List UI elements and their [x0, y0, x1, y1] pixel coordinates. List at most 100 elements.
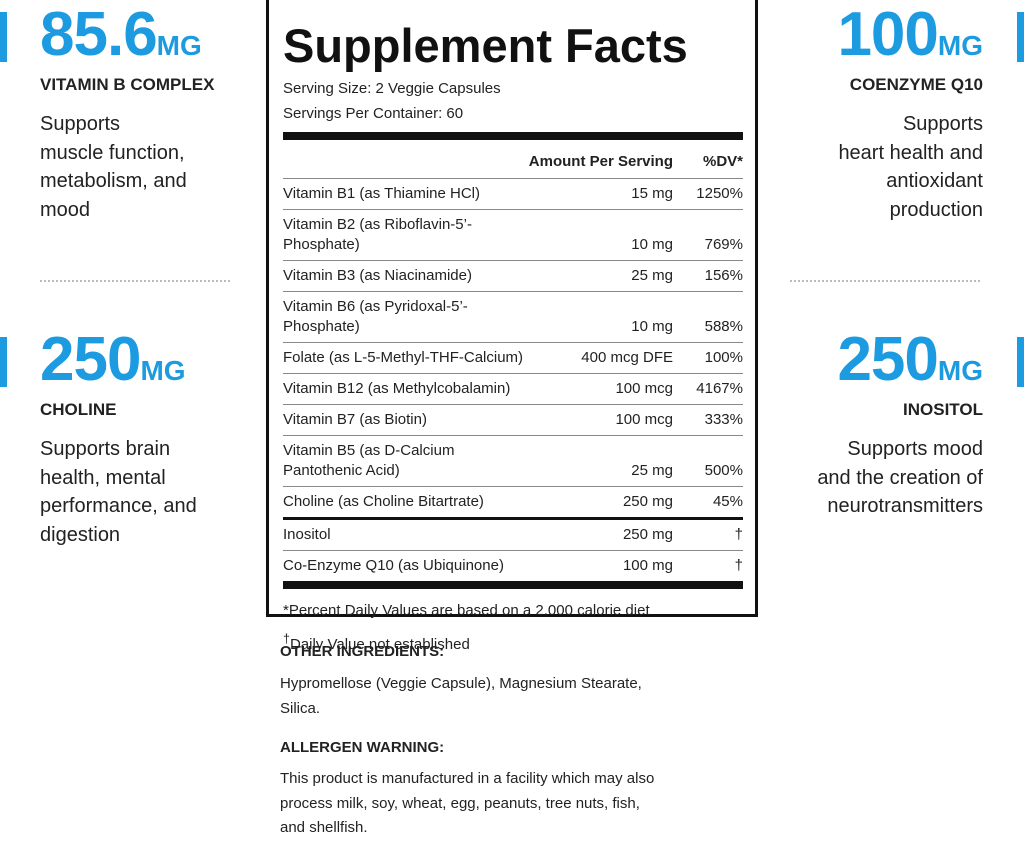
- facts-row: Vitamin B1 (as Thiamine HCl) 15 mg 1250%: [283, 179, 743, 210]
- description-line: Supports brain: [40, 438, 171, 460]
- accent-bar: [1017, 337, 1024, 387]
- nutrient-name: INOSITOL: [903, 400, 983, 419]
- text-line: Silica.: [280, 699, 321, 717]
- amount-value: 100: [837, 0, 938, 69]
- amount-unit: MG: [140, 355, 186, 386]
- amount: 400 mcg DFE: [581, 349, 673, 366]
- ingredient: Vitamin B6 (as Pyridoxal-5’-Phosphate): [283, 297, 543, 337]
- ingredient-line: Vitamin B2 (as Riboflavin-5’-Phosphate): [283, 216, 472, 253]
- description-line: performance, and: [40, 495, 197, 517]
- header-row: Amount Per Serving %DV*: [283, 140, 743, 179]
- description-line: Supports mood: [847, 438, 983, 460]
- ingredient: Co-Enzyme Q10 (as Ubiquinone): [283, 556, 543, 576]
- daily-value: 588%: [704, 318, 743, 335]
- ingredient-line: Vitamin B7 (as Biotin): [283, 411, 427, 428]
- ingredient-line: Folate (as L-5-Methyl-THF-Calcium): [283, 349, 524, 366]
- ingredient-line: Vitamin B3 (as Niacinamide): [283, 267, 472, 284]
- daily-value: 333%: [704, 411, 743, 428]
- amount: 25 mg: [631, 267, 673, 284]
- daily-value: 100%: [704, 349, 743, 366]
- panel-title: Supplement Facts: [283, 19, 688, 72]
- amount-value: 250: [837, 325, 938, 394]
- amount: 100 mcg: [615, 411, 673, 428]
- ingredient: Choline (as Choline Bitartrate): [283, 492, 543, 512]
- amount: 100MG: [837, 4, 983, 66]
- ingredient-line: Vitamin B5 (as D-Calcium: [283, 442, 455, 459]
- amount-unit: MG: [156, 30, 202, 61]
- servings-per-container: Servings Per Container: 60: [283, 105, 464, 122]
- text-line: Hypromellose (Veggie Capsule), Magnesium…: [280, 675, 642, 692]
- amount: 15 mg: [631, 185, 673, 202]
- ingredient: Vitamin B12 (as Methylcobalamin): [283, 379, 543, 399]
- description-line: mood: [40, 198, 91, 221]
- description-line: production: [889, 198, 983, 221]
- amount: 250MG: [837, 329, 983, 391]
- accent-bar: [0, 12, 7, 62]
- amount: 250 mg: [622, 493, 673, 510]
- description: Supports mood and the creation of neurotra…: [817, 435, 983, 521]
- description-line: heart health and: [838, 141, 983, 164]
- footnote: †Daily Value not established: [283, 621, 743, 655]
- description-line: antioxidant: [886, 170, 983, 192]
- facts-row: Vitamin B2 (as Riboflavin-5’-Phosphate) 1…: [283, 210, 743, 261]
- daily-value: 500%: [704, 462, 743, 479]
- nutrient-name: CHOLINE: [40, 400, 117, 419]
- amount-value: 250: [40, 325, 141, 394]
- facts-row: Vitamin B12 (as Methylcobalamin) 100 mcg 4…: [283, 374, 743, 405]
- text-line: and shellfish.: [280, 819, 368, 836]
- ingredient-line: Co-Enzyme Q10 (as Ubiquinone): [283, 557, 504, 574]
- daily-value: †: [734, 557, 743, 574]
- description-line: neurotransmitters: [827, 495, 983, 517]
- amount-unit: MG: [937, 355, 983, 386]
- footnote-text: Daily Value not established: [289, 636, 470, 653]
- facts-row: Vitamin B7 (as Biotin) 100 mcg 333%: [283, 405, 743, 436]
- description-line: and the creation of: [817, 466, 983, 489]
- ingredient: Inositol: [283, 525, 543, 545]
- amount-unit: MG: [937, 30, 983, 61]
- header: Amount Per Serving: [528, 153, 673, 170]
- nutrient-name: COENZYME Q10: [849, 75, 983, 94]
- daily-value: 769%: [704, 236, 743, 253]
- daily-value: 156%: [704, 267, 743, 284]
- facts-row: Vitamin B5 (as D-Calcium Pantothenic Acid…: [283, 436, 743, 487]
- footnote: *Percent Daily Values are based on a 2,0…: [283, 602, 650, 619]
- facts-row: Co-Enzyme Q10 (as Ubiquinone) 100 mg †: [283, 551, 743, 589]
- description-line: health, mental: [40, 466, 166, 489]
- amount: 85.6MG: [40, 4, 202, 66]
- serving-size: Serving Size: 2 Veggie Capsules: [283, 80, 501, 97]
- divider: [790, 280, 980, 282]
- text-line: process milk, soy, wheat, egg, peanuts, …: [280, 794, 640, 812]
- ingredient-line: Choline (as Choline Bitartrate): [283, 493, 484, 510]
- description-line: Supports: [902, 113, 983, 135]
- facts-row: Folate (as L-5-Methyl-THF-Calcium) 400 mc…: [283, 343, 743, 374]
- section-text: Hypromellose (Veggie Capsule), Magnesium…: [280, 672, 642, 721]
- ingredient-line: Pantothenic Acid): [283, 462, 400, 479]
- amount: 250 mg: [622, 526, 673, 543]
- accent-bar: [1017, 12, 1024, 62]
- description: Supports brain health, mental performance,…: [40, 435, 197, 549]
- description: Supports muscle function, metabolism, and m…: [40, 110, 187, 224]
- header: %DV*: [702, 153, 743, 170]
- ingredient: Vitamin B2 (as Riboflavin-5’-Phosphate): [283, 215, 543, 255]
- section-heading: ALLERGEN WARNING:: [280, 739, 445, 756]
- facts-row: Vitamin B3 (as Niacinamide) 25 mg 156%: [283, 261, 743, 292]
- daily-value: 45%: [712, 493, 743, 510]
- amount: 100 mg: [622, 557, 673, 574]
- ingredient-line: Vitamin B12 (as Methylcobalamin): [283, 380, 511, 397]
- amount: 10 mg: [631, 318, 673, 335]
- daily-value: 4167%: [696, 380, 743, 397]
- ingredient-line: Vitamin B1 (as Thiamine HCl): [283, 185, 481, 202]
- amount: 10 mg: [631, 236, 673, 253]
- section-heading: OTHER INGREDIENTS:: [280, 643, 445, 660]
- ingredient: Vitamin B5 (as D-Calcium Pantothenic Acid…: [283, 441, 543, 481]
- description-line: muscle function,: [40, 141, 185, 164]
- amount-value: 85.6: [40, 0, 158, 69]
- daily-value: 1250%: [696, 185, 743, 202]
- description: Supports heart health and antioxidant produ…: [838, 110, 983, 224]
- divider: [40, 280, 230, 282]
- daily-value: †: [734, 526, 743, 543]
- description-line: digestion: [40, 523, 121, 546]
- facts-row: Vitamin B6 (as Pyridoxal-5’-Phosphate) 10…: [283, 292, 743, 343]
- text-line: This product is manufactured in a facili…: [280, 770, 655, 787]
